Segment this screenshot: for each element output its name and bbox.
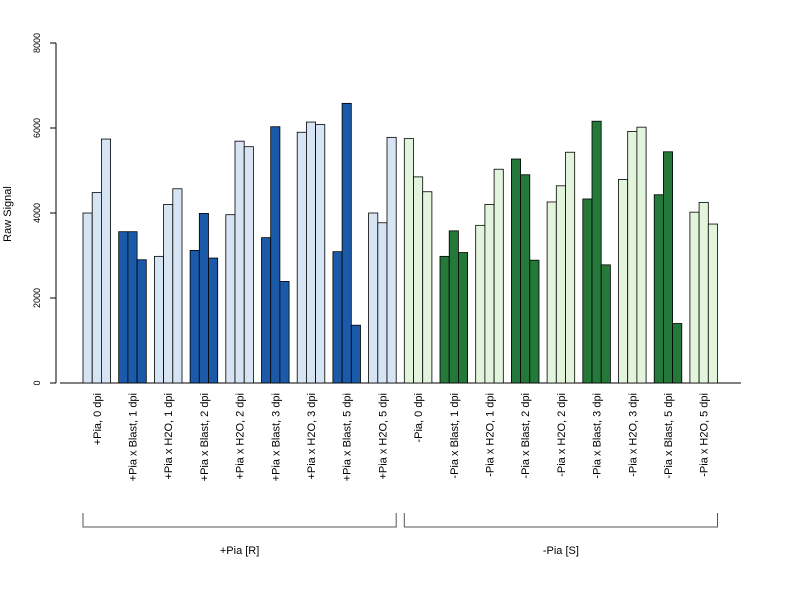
bar — [225, 214, 236, 384]
bar — [707, 223, 718, 384]
bar — [315, 124, 326, 384]
y-tick-label: 4000 — [32, 203, 42, 223]
bar — [296, 131, 307, 384]
bar — [127, 231, 138, 384]
bar — [341, 102, 352, 384]
bar — [163, 204, 174, 384]
bar — [698, 201, 709, 384]
bar — [484, 204, 495, 384]
x-tick-label: -Pia x H2O, 3 dpi — [627, 393, 639, 477]
y-tick-label: 2000 — [32, 288, 42, 308]
bar — [672, 323, 683, 384]
bar — [270, 126, 281, 384]
x-tick-label: +Pia x Blast, 3 dpi — [270, 393, 282, 481]
x-tick-label: -Pia x Blast, 5 dpi — [663, 393, 675, 479]
bar — [493, 168, 504, 384]
bar — [689, 211, 700, 384]
bar — [565, 151, 576, 384]
bar — [618, 179, 629, 384]
x-tick-label: -Pia x H2O, 2 dpi — [556, 393, 568, 477]
y-axis-label: Raw Signal — [2, 186, 14, 242]
bar — [198, 213, 209, 384]
x-tick-label: -Pia x H2O, 1 dpi — [485, 393, 497, 477]
group-bracket — [403, 513, 718, 528]
bar — [234, 140, 245, 384]
group-brackets: +Pia [R] -Pia [S] — [82, 513, 718, 557]
group-label: -Pia [S] — [543, 545, 579, 557]
bar — [82, 212, 93, 384]
x-tick-labels: +Pia, 0 dpi +Pia x Blast, 1 dpi +Pia x H2O… — [92, 393, 711, 481]
x-tick-label: +Pia, 0 dpi — [92, 393, 104, 445]
bar — [136, 259, 147, 384]
bar — [510, 158, 521, 384]
x-tick-label: -Pia x Blast, 3 dpi — [592, 393, 604, 479]
x-tick-label: +Pia x H2O, 3 dpi — [306, 393, 318, 480]
bar — [350, 324, 361, 384]
x-tick-label: +Pia x Blast, 5 dpi — [342, 393, 354, 481]
x-tick-label: +Pia x H2O, 2 dpi — [235, 393, 247, 480]
y-tick-label: 6000 — [32, 118, 42, 138]
bar — [555, 185, 566, 384]
bar — [600, 264, 611, 384]
bar — [332, 251, 343, 384]
bar — [279, 281, 290, 384]
x-tick-label: -Pia x H2O, 5 dpi — [699, 393, 711, 477]
y-tick-label: 8000 — [32, 33, 42, 53]
bar — [475, 224, 486, 384]
bar — [520, 174, 531, 384]
bar — [172, 188, 183, 384]
bar — [91, 192, 102, 384]
bar — [208, 257, 219, 384]
bar — [529, 259, 540, 384]
x-tick-label: +Pia x H2O, 1 dpi — [163, 393, 175, 480]
bar — [403, 138, 414, 384]
bar — [413, 176, 424, 384]
bar — [627, 130, 638, 384]
bars-layer — [82, 102, 718, 384]
bar — [663, 151, 674, 384]
bar — [582, 198, 593, 384]
bar — [368, 212, 379, 384]
bar — [636, 126, 647, 384]
bar — [457, 252, 468, 384]
bar — [422, 191, 433, 384]
x-tick-label: -Pia x Blast, 1 dpi — [449, 393, 461, 479]
bar — [653, 194, 664, 384]
x-tick-label: -Pia, 0 dpi — [413, 393, 425, 443]
group-bracket — [82, 513, 397, 528]
y-axis: 0 2000 4000 6000 8000 — [32, 33, 57, 386]
bar — [386, 136, 397, 384]
x-tick-label: +Pia x Blast, 1 dpi — [128, 393, 140, 481]
bar — [118, 231, 129, 384]
group-label: +Pia [R] — [220, 545, 259, 557]
x-tick-label: +Pia x Blast, 2 dpi — [199, 393, 211, 481]
bar — [261, 237, 272, 384]
bar — [305, 121, 316, 384]
y-tick-label: 0 — [32, 380, 42, 385]
x-tick-label: -Pia x Blast, 2 dpi — [520, 393, 532, 479]
bar — [153, 255, 164, 384]
bar — [448, 230, 459, 384]
bar — [546, 201, 557, 384]
bar — [377, 222, 388, 384]
bar — [591, 120, 602, 384]
bar — [189, 249, 200, 384]
bar — [243, 146, 254, 384]
bar — [101, 138, 112, 384]
bar — [439, 255, 450, 384]
x-tick-label: +Pia x H2O, 5 dpi — [377, 393, 389, 480]
